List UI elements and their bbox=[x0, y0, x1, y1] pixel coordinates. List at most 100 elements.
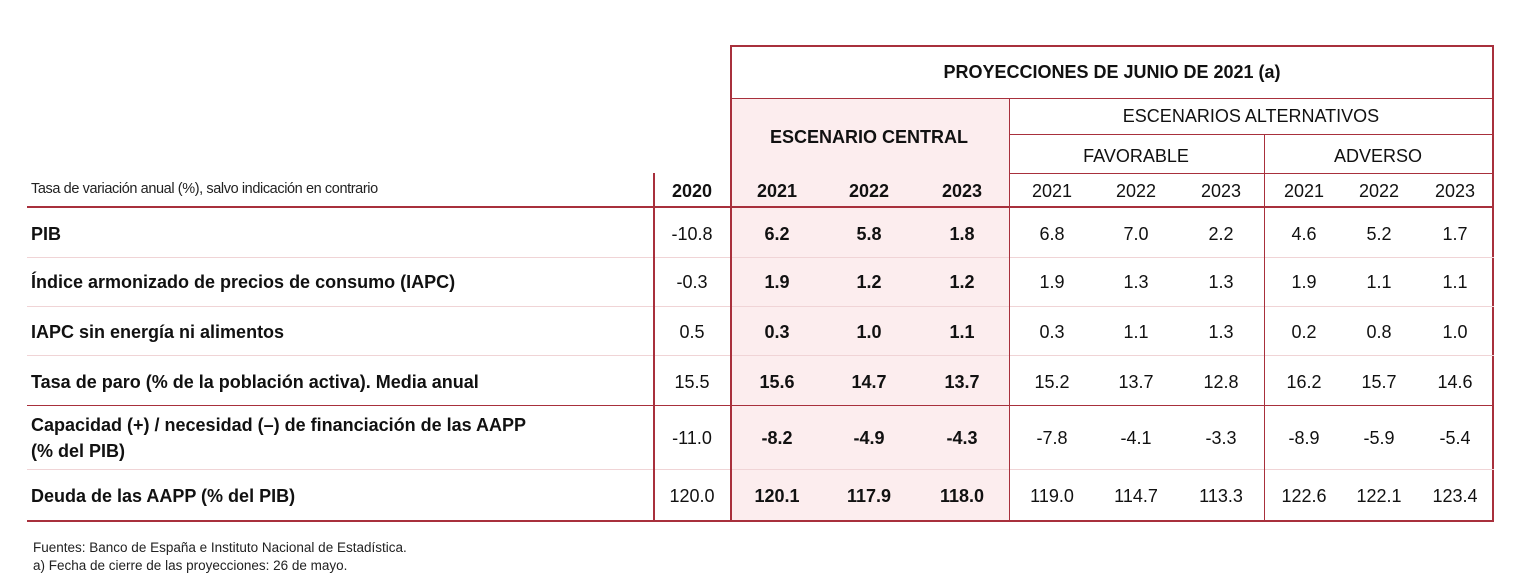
table-cell: 13.7 bbox=[944, 372, 980, 392]
table-bottom-line bbox=[27, 520, 1494, 522]
table-cell: -4.1 bbox=[1120, 428, 1152, 448]
table-cell: 0.3 bbox=[1039, 322, 1065, 342]
alternative-scenarios-header: ESCENARIOS ALTERNATIVOS bbox=[1122, 106, 1380, 126]
subscenario-divider bbox=[1009, 173, 1494, 174]
year-header: 2020 bbox=[671, 181, 713, 201]
table-cell: 0.2 bbox=[1291, 322, 1317, 342]
year-header: 2022 bbox=[1358, 181, 1400, 201]
table-cell: 1.8 bbox=[949, 224, 975, 244]
table-cell: 120.1 bbox=[754, 486, 800, 506]
alternatives-divider bbox=[1009, 134, 1494, 135]
table-cell: 1.1 bbox=[1366, 272, 1392, 292]
table-cell: 1.3 bbox=[1123, 272, 1149, 292]
row-separator bbox=[27, 355, 1494, 356]
year-header: 2021 bbox=[1283, 181, 1325, 201]
table-cell: -4.9 bbox=[853, 428, 885, 448]
favorable-adverse-border bbox=[1264, 134, 1265, 522]
row-label-unemployment: Tasa de paro (% de la población activa).… bbox=[31, 372, 479, 392]
table-cell: -11.0 bbox=[672, 428, 712, 448]
table-cell: 15.7 bbox=[1361, 372, 1397, 392]
table-cell: -3.3 bbox=[1205, 428, 1237, 448]
table-cell: 113.3 bbox=[1199, 486, 1243, 506]
table-subtitle: Tasa de variación anual (%), salvo indic… bbox=[31, 181, 378, 197]
table-cell: 0.8 bbox=[1366, 322, 1392, 342]
table-cell: 6.2 bbox=[764, 224, 790, 244]
central-scenario-header: ESCENARIO CENTRAL bbox=[769, 127, 969, 147]
table-cell: 1.1 bbox=[1123, 322, 1149, 342]
year-header: 2023 bbox=[1200, 181, 1242, 201]
table-cell: 14.6 bbox=[1437, 372, 1473, 392]
table-cell: 0.3 bbox=[764, 322, 790, 342]
table-cell: 1.2 bbox=[856, 272, 882, 292]
year-header: 2021 bbox=[1031, 181, 1073, 201]
header-bottom-line bbox=[27, 206, 1494, 208]
table-cell: 5.2 bbox=[1366, 224, 1392, 244]
row-separator bbox=[27, 306, 1494, 307]
table-cell: 118.0 bbox=[939, 486, 985, 506]
table-cell: 1.1 bbox=[949, 322, 975, 342]
table-cell: -5.4 bbox=[1439, 428, 1471, 448]
year-header: 2021 bbox=[756, 181, 798, 201]
table-cell: 15.2 bbox=[1034, 372, 1070, 392]
table-title: PROYECCIONES DE JUNIO DE 2021 (a) bbox=[943, 62, 1281, 82]
table-cell: 15.6 bbox=[759, 372, 795, 392]
table-cell: 15.5 bbox=[674, 372, 710, 392]
title-divider bbox=[730, 98, 1494, 99]
table-cell: -5.9 bbox=[1363, 428, 1395, 448]
table-cell: -4.3 bbox=[946, 428, 978, 448]
table-cell: 13.7 bbox=[1118, 372, 1154, 392]
table-cell: -7.8 bbox=[1036, 428, 1068, 448]
central-left-border bbox=[730, 173, 732, 522]
col-2020-left-border bbox=[653, 173, 655, 522]
year-header: 2023 bbox=[1434, 181, 1476, 201]
table-cell: 1.1 bbox=[1442, 272, 1468, 292]
central-right-border bbox=[1009, 98, 1010, 522]
central-scenario-shading bbox=[731, 99, 1009, 520]
table-cell: 4.6 bbox=[1291, 224, 1317, 244]
table-cell: -10.8 bbox=[671, 224, 713, 244]
table-cell: 1.7 bbox=[1442, 224, 1468, 244]
year-header: 2023 bbox=[941, 181, 983, 201]
row-label-iapc: Índice armonizado de precios de consumo … bbox=[31, 272, 456, 292]
table-cell: 14.7 bbox=[851, 372, 887, 392]
row-label-debt: Deuda de las AAPP (% del PIB) bbox=[31, 486, 296, 506]
table-cell: 1.3 bbox=[1208, 272, 1234, 292]
footnote-sources: Fuentes: Banco de España e Instituto Nac… bbox=[33, 540, 407, 555]
year-header: 2022 bbox=[1115, 181, 1157, 201]
row-separator bbox=[27, 469, 1494, 470]
row-label-pib: PIB bbox=[31, 224, 62, 244]
table-cell: 5.8 bbox=[856, 224, 882, 244]
row-label-financing-unit: (% del PIB) bbox=[31, 441, 126, 461]
table-cell: 1.9 bbox=[764, 272, 790, 292]
table-cell: 122.1 bbox=[1356, 486, 1402, 506]
table-cell: 1.9 bbox=[1291, 272, 1317, 292]
section-divider bbox=[27, 405, 1494, 406]
row-label-iapc-core: IAPC sin energía ni alimentos bbox=[31, 322, 285, 342]
table-cell: 1.0 bbox=[1442, 322, 1468, 342]
table-cell: 120.0 bbox=[669, 486, 715, 506]
table-cell: 1.0 bbox=[856, 322, 882, 342]
table-cell: 123.4 bbox=[1432, 486, 1478, 506]
table-cell: 119.0 bbox=[1030, 486, 1074, 506]
table-cell: 2.2 bbox=[1208, 224, 1234, 244]
table-cell: 0.5 bbox=[679, 322, 705, 342]
table-cell: 6.8 bbox=[1039, 224, 1065, 244]
table-cell: 1.2 bbox=[949, 272, 975, 292]
footnote-a: a) Fecha de cierre de las proyecciones: … bbox=[33, 558, 348, 573]
table-cell: -8.9 bbox=[1288, 428, 1320, 448]
table-cell: 117.9 bbox=[846, 486, 892, 506]
year-header: 2022 bbox=[848, 181, 890, 201]
table-cell: 1.3 bbox=[1208, 322, 1234, 342]
row-label-financing: Capacidad (+) / necesidad (–) de financi… bbox=[31, 415, 526, 435]
adverse-header: ADVERSO bbox=[1333, 146, 1423, 166]
table-cell: 16.2 bbox=[1286, 372, 1322, 392]
table-cell: 12.8 bbox=[1203, 372, 1239, 392]
favorable-header: FAVORABLE bbox=[1083, 146, 1189, 166]
table-cell: 122.6 bbox=[1281, 486, 1327, 506]
table-cell: 114.7 bbox=[1114, 486, 1158, 506]
table-cell: -8.2 bbox=[761, 428, 793, 448]
table-cell: 1.9 bbox=[1039, 272, 1065, 292]
row-separator bbox=[27, 257, 1494, 258]
table-cell: -0.3 bbox=[676, 272, 708, 292]
table-cell: 7.0 bbox=[1123, 224, 1149, 244]
